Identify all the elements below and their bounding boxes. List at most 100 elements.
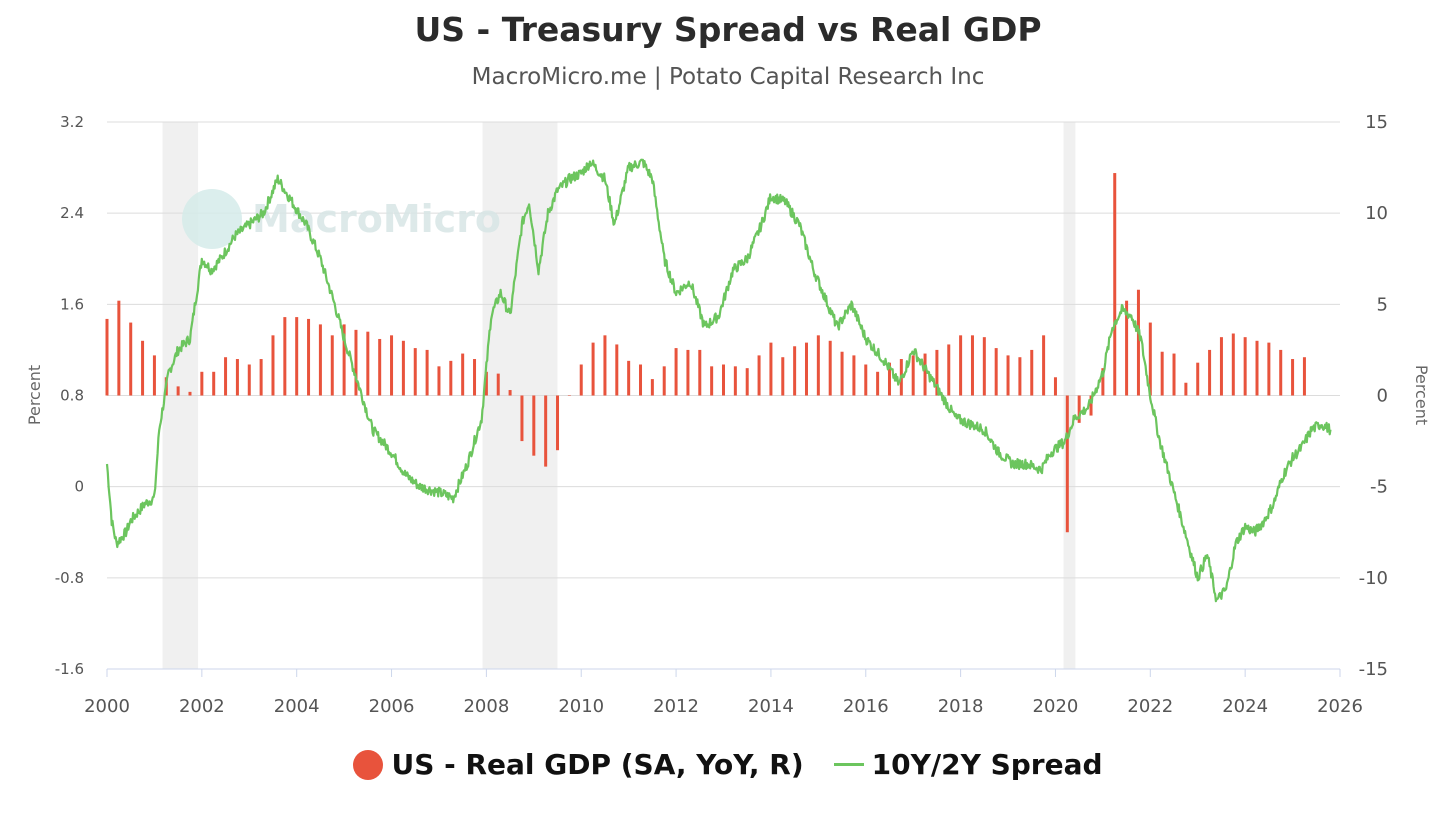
gdp-bar[interactable] [1101,368,1105,396]
gdp-bar[interactable] [141,340,145,396]
gdp-bar[interactable] [994,348,998,396]
gdp-bar[interactable] [318,324,322,396]
gdp-bar[interactable] [1136,289,1140,396]
gdp-bar[interactable] [271,335,275,396]
gdp-bar[interactable] [295,317,299,396]
gdp-bar[interactable] [425,349,429,396]
gdp-bar[interactable] [544,395,548,467]
gdp-bar[interactable] [1065,395,1069,533]
gdp-bar[interactable] [176,386,180,396]
gdp-bar[interactable] [828,340,832,396]
gdp-bar[interactable] [959,335,963,396]
gdp-bar[interactable] [1053,377,1057,396]
gdp-bar[interactable] [247,364,251,396]
gdp-bar[interactable] [449,360,453,396]
gdp-bar[interactable] [152,355,156,396]
gdp-bar[interactable] [816,335,820,396]
gdp-bar[interactable] [698,349,702,396]
gdp-bar[interactable] [686,349,690,396]
gdp-bar[interactable] [722,364,725,396]
gdp-bar[interactable] [1219,337,1223,396]
gdp-bar[interactable] [283,317,287,396]
gdp-bar[interactable] [259,359,263,396]
gdp-bar[interactable] [1077,395,1081,423]
gdp-bar[interactable] [1231,333,1235,396]
gdp-bar[interactable] [935,349,939,396]
gdp-bar[interactable] [1255,340,1259,396]
gdp-bar[interactable] [1243,337,1247,396]
gdp-bar[interactable] [757,355,761,396]
gdp-bar[interactable] [1089,395,1093,416]
gdp-bar[interactable] [627,360,631,396]
gdp-bar[interactable] [615,344,619,396]
gdp-bar[interactable] [117,300,121,396]
gdp-bar[interactable] [852,355,856,396]
gdp-bar[interactable] [603,335,607,396]
gdp-bar[interactable] [733,366,737,396]
gdp-bar[interactable] [970,335,974,396]
gdp-bar[interactable] [1125,300,1129,396]
gdp-bar[interactable] [1208,349,1212,396]
gdp-bar[interactable] [1030,349,1034,396]
spread-line[interactable] [105,158,1332,603]
gdp-bar[interactable] [769,342,773,396]
gdp-bar[interactable] [105,318,109,396]
gdp-bar[interactable] [413,348,417,396]
gdp-bar[interactable] [129,322,133,396]
gdp-bar[interactable] [307,318,311,396]
gdp-bar[interactable] [1291,359,1295,396]
gdp-bar[interactable] [662,366,666,396]
gdp-bar[interactable] [473,359,477,396]
gdp-bar[interactable] [1279,349,1283,396]
gdp-bar[interactable] [235,359,239,396]
gdp-bar[interactable] [876,371,880,396]
gdp-bar[interactable] [1006,355,1010,396]
gdp-bar[interactable] [1042,335,1046,396]
gdp-bar[interactable] [556,395,560,451]
gdp-bar[interactable] [674,348,678,396]
gdp-bar[interactable] [508,390,512,396]
gdp-bar[interactable] [212,371,216,396]
gdp-bar[interactable] [650,379,654,396]
gdp-bar[interactable] [947,344,951,396]
gdp-bar[interactable] [1172,353,1176,396]
gdp-bar[interactable] [401,340,405,396]
gdp-bar[interactable] [520,395,524,442]
gdp-bar[interactable] [1196,362,1200,396]
gdp-bar[interactable] [366,331,370,396]
gdp-bar[interactable] [330,335,334,396]
gdp-bar[interactable] [496,373,500,396]
gdp-bar[interactable] [200,371,204,396]
gdp-bar[interactable] [1148,322,1152,396]
gdp-bar[interactable] [1113,173,1117,396]
gdp-bar[interactable] [188,391,192,396]
gdp-bar[interactable] [1267,342,1271,396]
gdp-bar[interactable] [710,366,714,396]
gdp-bar[interactable] [1184,382,1188,396]
gdp-bar[interactable] [1302,357,1306,396]
gdp-bar[interactable] [1160,351,1164,396]
gdp-bar[interactable] [532,395,536,456]
gdp-bar[interactable] [354,329,358,396]
gdp-bar[interactable] [911,355,915,396]
gdp-bar[interactable] [378,338,382,396]
gdp-bar[interactable] [390,335,394,396]
gdp-bar[interactable] [224,357,228,396]
legend-item-gdp[interactable]: US - Real GDP (SA, YoY, R) [353,748,804,781]
gdp-bar[interactable] [745,368,749,396]
gdp-bar[interactable] [804,342,808,396]
gdp-bar[interactable] [840,351,844,396]
gdp-bar[interactable] [342,324,346,396]
gdp-bar[interactable] [639,364,643,396]
legend-item-spread[interactable]: 10Y/2Y Spread [833,748,1103,781]
gdp-bar[interactable] [461,353,465,396]
gdp-bar[interactable] [591,342,595,396]
gdp-bar[interactable] [887,362,891,396]
gdp-bar[interactable] [579,364,583,396]
gdp-bar[interactable] [793,346,797,396]
gdp-bar[interactable] [1018,357,1022,396]
gdp-bar[interactable] [923,353,927,396]
gdp-bar[interactable] [484,371,488,396]
gdp-bar[interactable] [982,337,986,396]
gdp-bar[interactable] [567,395,571,397]
